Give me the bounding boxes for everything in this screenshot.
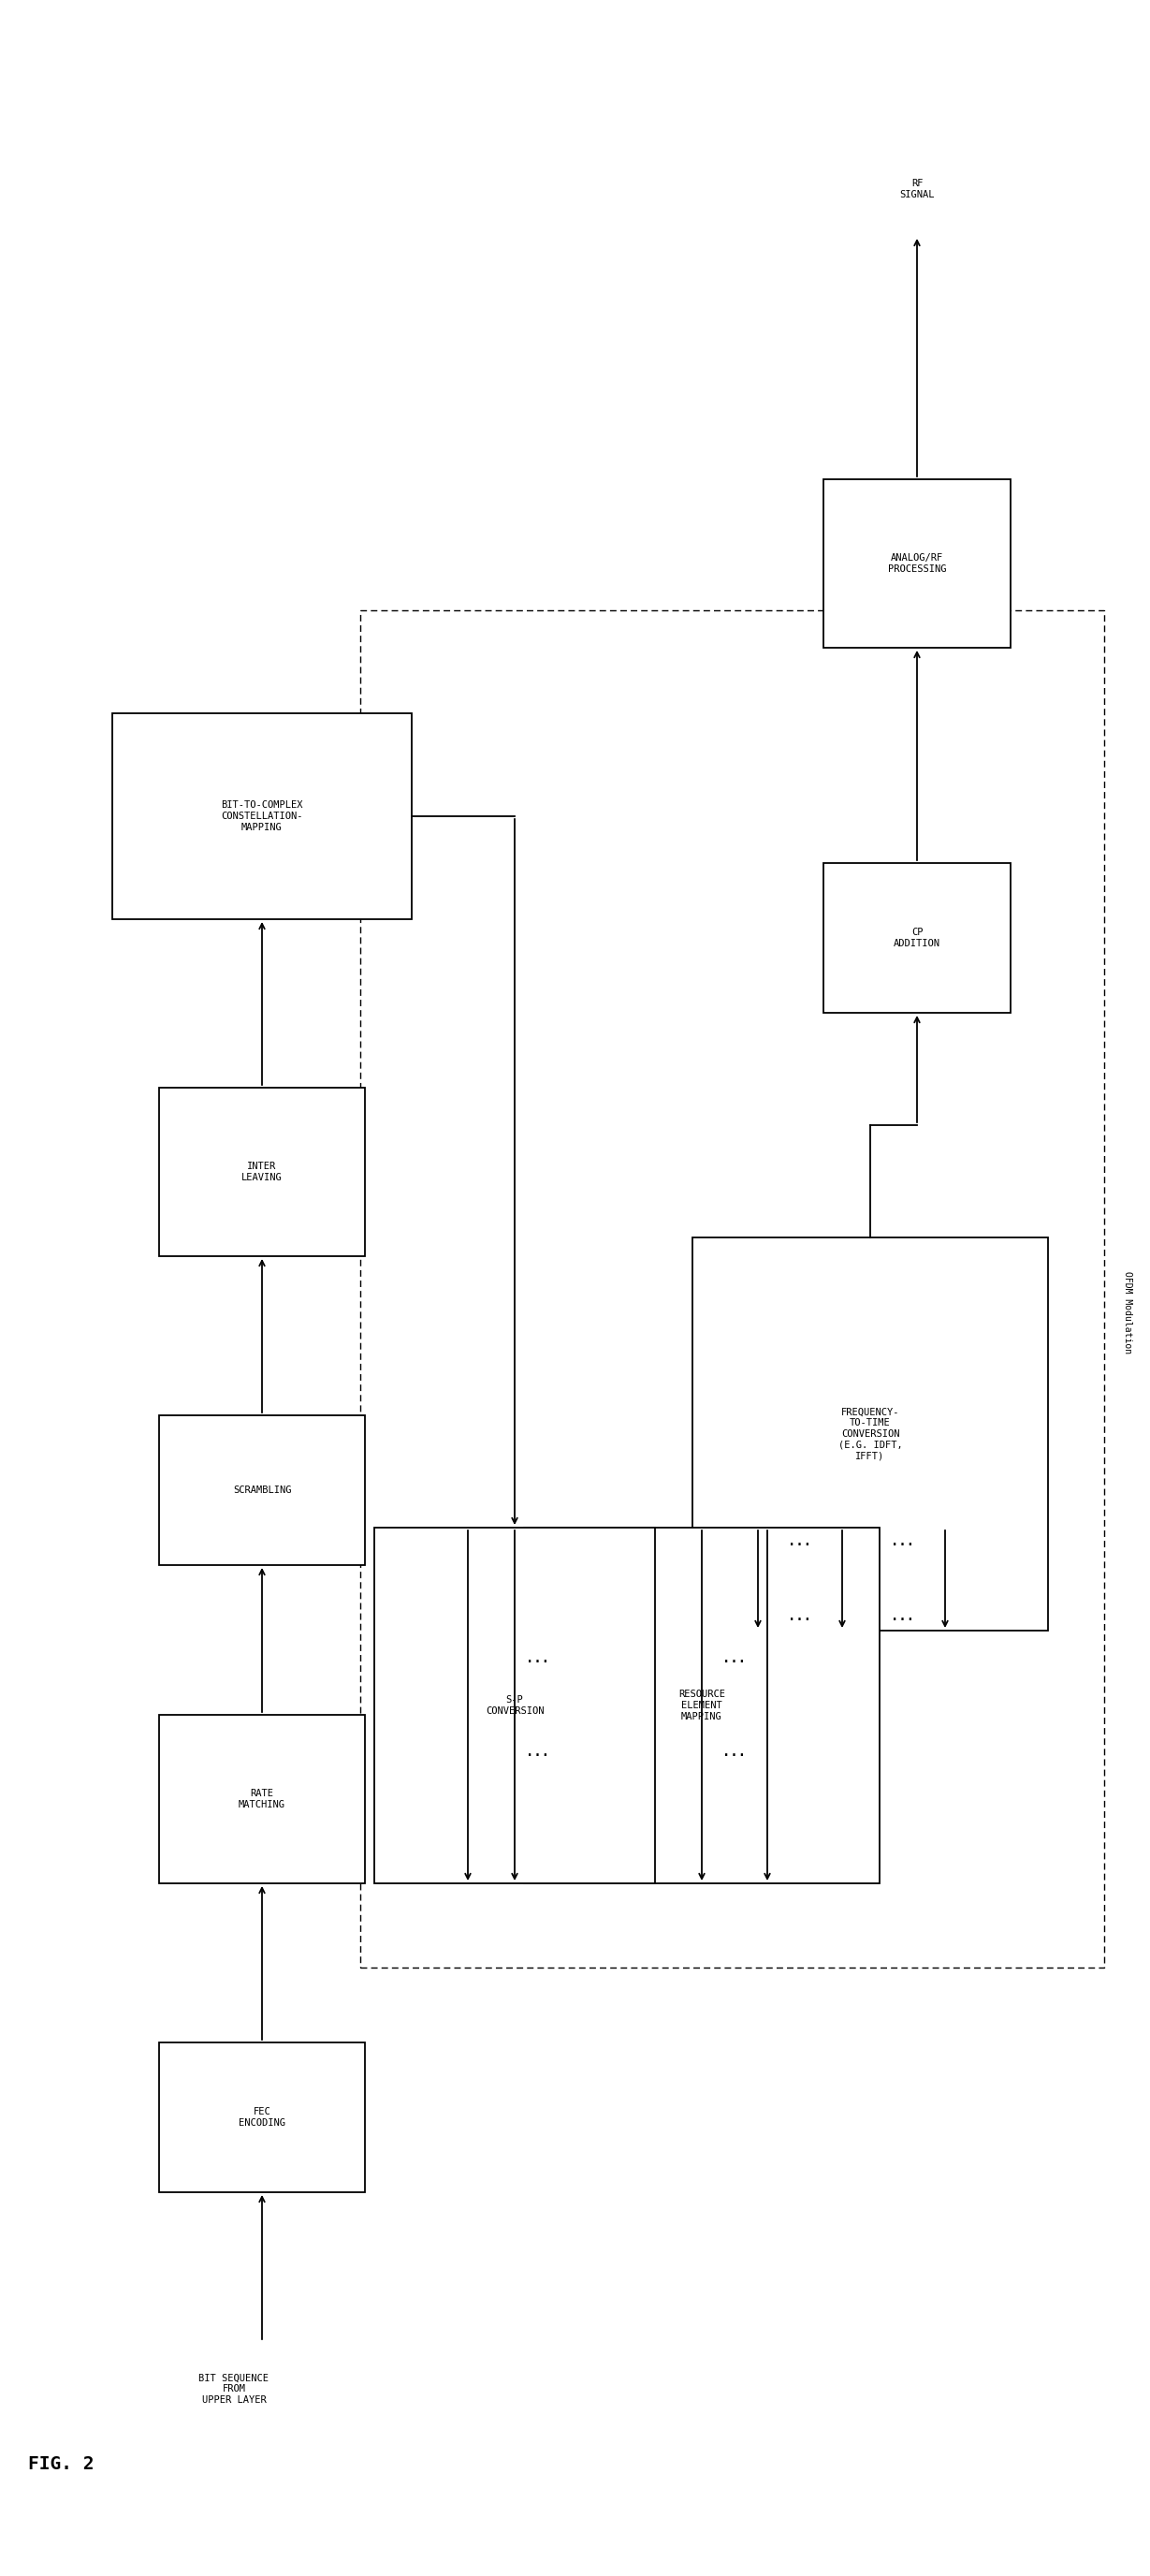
Text: BIT-TO-COMPLEX
CONSTELLATION-
MAPPING: BIT-TO-COMPLEX CONSTELLATION- MAPPING [221, 801, 302, 832]
Text: ...: ... [527, 1651, 550, 1664]
Text: RF
SIGNAL: RF SIGNAL [899, 178, 935, 198]
Text: CP
ADDITION: CP ADDITION [894, 927, 941, 948]
Text: BIT SEQUENCE
FROM
UPPER LAYER: BIT SEQUENCE FROM UPPER LAYER [199, 2372, 269, 2403]
Text: S-P
CONVERSION: S-P CONVERSION [485, 1695, 544, 1716]
Text: ...: ... [723, 1747, 746, 1759]
Text: SCRAMBLING: SCRAMBLING [232, 1486, 291, 1494]
Text: FIG. 2: FIG. 2 [28, 2455, 94, 2473]
Text: ...: ... [788, 1535, 812, 1548]
Text: FREQUENCY-
TO-TIME
CONVERSION
(E.G. IDFT,
IFFT): FREQUENCY- TO-TIME CONVERSION (E.G. IDFT… [838, 1406, 903, 1461]
Text: RATE
MATCHING: RATE MATCHING [238, 1788, 285, 1808]
Text: FEC
ENCODING: FEC ENCODING [238, 2107, 285, 2128]
Bar [823, 863, 1011, 1012]
Text: RESOURCE
ELEMENT
MAPPING: RESOURCE ELEMENT MAPPING [678, 1690, 726, 1721]
Bar [159, 2043, 365, 2192]
Bar [159, 1716, 365, 1883]
Bar [374, 1528, 656, 1883]
Bar [524, 1528, 880, 1883]
Text: ANALOG/RF
PROCESSING: ANALOG/RF PROCESSING [888, 554, 946, 574]
Text: INTER
LEAVING: INTER LEAVING [241, 1162, 283, 1182]
Text: ...: ... [891, 1610, 914, 1623]
Bar [823, 479, 1011, 647]
Bar [692, 1236, 1048, 1631]
Text: OFDM Modulation: OFDM Modulation [1122, 1270, 1133, 1352]
Bar [360, 611, 1104, 1968]
Bar [159, 1414, 365, 1566]
Text: ...: ... [723, 1651, 746, 1664]
Text: ...: ... [527, 1747, 550, 1759]
Text: ...: ... [788, 1610, 812, 1623]
Bar [159, 1087, 365, 1257]
Bar [113, 714, 412, 920]
Text: ...: ... [891, 1535, 914, 1548]
